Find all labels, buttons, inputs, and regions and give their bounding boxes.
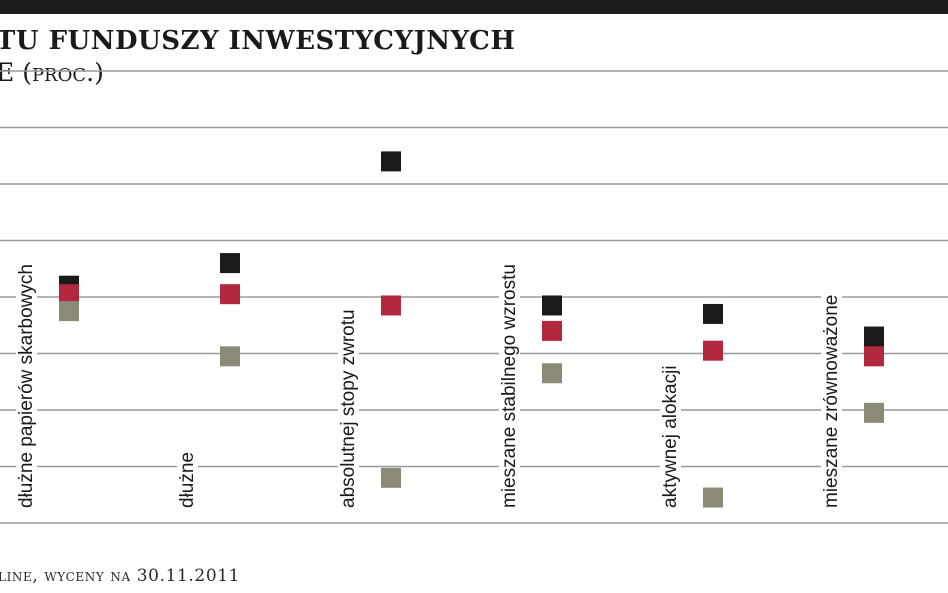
category-label: aktywnej alokacji: [660, 365, 681, 508]
data-point: [59, 301, 79, 322]
label-knockout: [499, 260, 520, 512]
category-label: dłużne papierów skarbowych: [16, 264, 37, 508]
category-label: mieszane stabilnego wzrostu: [499, 264, 520, 508]
chart-subtitle: E (proc.): [0, 58, 104, 87]
category-labels: dłużne papierów skarbowych dłużne absolutn…: [16, 260, 842, 512]
data-point: [703, 487, 723, 508]
top-bar: [0, 0, 948, 14]
data-point: [864, 326, 884, 347]
category-label: mieszane zrównoważone: [821, 295, 842, 508]
label-knockout: [660, 361, 681, 512]
data-point: [381, 467, 401, 488]
category-label: dłużne: [177, 452, 198, 508]
label-knockout: [177, 448, 198, 512]
label-knockout: [338, 305, 359, 512]
grid-lines: [0, 70, 948, 524]
data-point: [542, 363, 562, 384]
data-point: [703, 303, 723, 324]
data-points: [59, 151, 884, 508]
data-point: [864, 346, 884, 367]
label-knockout: [16, 260, 37, 512]
chart-title: TU FUNDUSZY INWESTYCYJNYCH: [0, 26, 516, 56]
data-point: [59, 284, 79, 305]
data-point: [220, 253, 240, 274]
data-point: [381, 151, 401, 172]
data-point: [220, 284, 240, 305]
data-point: [703, 340, 723, 361]
category-label: absolutnej stopy zwrotu: [338, 309, 359, 508]
data-point: [542, 295, 562, 316]
data-point: [220, 346, 240, 367]
data-point: [542, 320, 562, 341]
source-note: line, wyceny na 30.11.2011: [0, 566, 241, 586]
label-knockout: [821, 290, 842, 512]
data-point: [381, 295, 401, 316]
data-point: [864, 402, 884, 423]
